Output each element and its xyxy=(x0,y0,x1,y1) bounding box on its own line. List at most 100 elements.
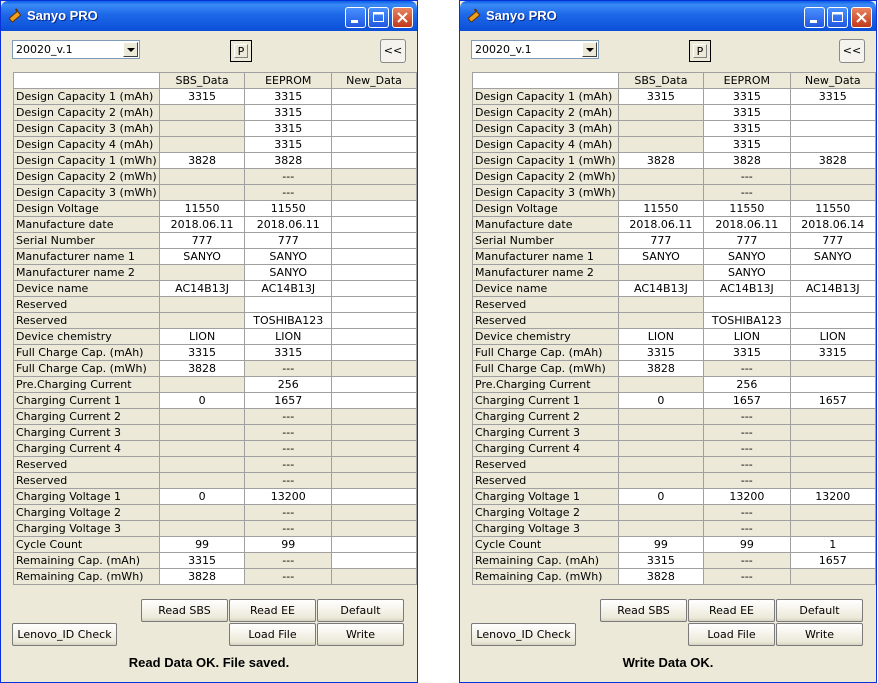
new-data-cell[interactable] xyxy=(789,120,876,137)
new-data-cell[interactable] xyxy=(789,264,876,281)
new-data-cell[interactable] xyxy=(331,440,417,457)
new-data-cell[interactable] xyxy=(789,520,876,537)
new-data-cell[interactable] xyxy=(331,392,417,409)
new-data-cell[interactable]: 13200 xyxy=(789,488,876,505)
new-data-cell[interactable] xyxy=(789,168,876,185)
sbs-cell: 2018.06.11 xyxy=(158,216,246,233)
new-data-cell[interactable] xyxy=(789,136,876,153)
new-data-cell[interactable] xyxy=(331,248,417,265)
new-data-cell[interactable] xyxy=(331,488,417,505)
row-label: Reserved xyxy=(472,296,619,313)
new-data-cell[interactable] xyxy=(331,376,417,393)
new-data-cell[interactable] xyxy=(331,88,417,105)
table-row: Design Capacity 3 (mAh) 3315 xyxy=(472,120,876,137)
lenovo-id-check-button[interactable]: Lenovo_ID Check xyxy=(471,623,576,646)
sbs-cell xyxy=(158,104,246,121)
version-select[interactable]: 20020_v.1 xyxy=(12,40,140,59)
close-button[interactable] xyxy=(392,7,413,28)
sbs-cell xyxy=(158,472,246,489)
new-data-cell[interactable] xyxy=(789,504,876,521)
new-data-cell[interactable] xyxy=(789,360,876,377)
default-button[interactable]: Default xyxy=(776,599,863,622)
new-data-cell[interactable] xyxy=(331,472,417,489)
new-data-cell[interactable] xyxy=(789,184,876,201)
new-data-cell[interactable] xyxy=(789,408,876,425)
column-header-new-data: New_Data xyxy=(789,72,876,89)
new-data-cell[interactable]: 1657 xyxy=(789,392,876,409)
write-button[interactable]: Write xyxy=(317,623,404,646)
new-data-cell[interactable] xyxy=(789,456,876,473)
new-data-cell[interactable]: 1 xyxy=(789,536,876,553)
new-data-cell[interactable] xyxy=(331,184,417,201)
maximize-button[interactable] xyxy=(368,7,389,28)
eeprom-cell: SANYO xyxy=(703,264,791,281)
new-data-cell[interactable]: 3315 xyxy=(789,88,876,105)
read-sbs-button[interactable]: Read SBS xyxy=(600,599,687,622)
sbs-cell xyxy=(617,408,705,425)
new-data-cell[interactable] xyxy=(789,312,876,329)
eeprom-cell: --- xyxy=(244,360,332,377)
new-data-cell[interactable]: 3315 xyxy=(789,344,876,361)
read-ee-button[interactable]: Read EE xyxy=(688,599,775,622)
new-data-cell[interactable] xyxy=(789,440,876,457)
new-data-cell[interactable] xyxy=(789,296,876,313)
new-data-cell[interactable] xyxy=(331,296,417,313)
lenovo-id-check-button[interactable]: Lenovo_ID Check xyxy=(12,623,117,646)
collapse-button[interactable]: << xyxy=(380,39,406,63)
version-select[interactable]: 20020_v.1 xyxy=(471,40,599,59)
new-data-cell[interactable] xyxy=(331,360,417,377)
read-ee-button[interactable]: Read EE xyxy=(229,599,316,622)
new-data-cell[interactable] xyxy=(331,456,417,473)
new-data-cell[interactable] xyxy=(331,536,417,553)
title-bar[interactable]: Sanyo PRO xyxy=(460,1,876,31)
new-data-cell[interactable] xyxy=(331,552,417,569)
new-data-cell[interactable] xyxy=(331,264,417,281)
maximize-button[interactable] xyxy=(827,7,848,28)
new-data-cell[interactable] xyxy=(331,168,417,185)
new-data-cell[interactable]: SANYO xyxy=(789,248,876,265)
p-button[interactable]: P xyxy=(689,40,711,62)
new-data-cell[interactable] xyxy=(331,520,417,537)
load-file-button[interactable]: Load File xyxy=(229,623,316,646)
new-data-cell[interactable] xyxy=(331,216,417,233)
new-data-cell[interactable]: LION xyxy=(789,328,876,345)
collapse-button[interactable]: << xyxy=(839,39,865,63)
minimize-button[interactable] xyxy=(804,7,825,28)
default-button[interactable]: Default xyxy=(317,599,404,622)
sbs-cell xyxy=(617,296,705,313)
write-button[interactable]: Write xyxy=(776,623,863,646)
new-data-cell[interactable] xyxy=(331,424,417,441)
new-data-cell[interactable]: 3828 xyxy=(789,152,876,169)
new-data-cell[interactable]: 1657 xyxy=(789,552,876,569)
new-data-cell[interactable] xyxy=(331,504,417,521)
new-data-cell[interactable] xyxy=(789,424,876,441)
new-data-cell[interactable] xyxy=(789,104,876,121)
new-data-cell[interactable]: AC14B13J xyxy=(789,280,876,297)
new-data-cell[interactable] xyxy=(331,232,417,249)
new-data-cell[interactable] xyxy=(331,408,417,425)
p-button[interactable]: P xyxy=(230,40,252,62)
new-data-cell[interactable] xyxy=(331,344,417,361)
new-data-cell[interactable] xyxy=(331,568,417,585)
new-data-cell[interactable] xyxy=(331,312,417,329)
new-data-cell[interactable] xyxy=(331,328,417,345)
minimize-button[interactable] xyxy=(345,7,366,28)
close-button[interactable] xyxy=(851,7,872,28)
new-data-cell[interactable] xyxy=(331,200,417,217)
chevron-down-icon[interactable] xyxy=(582,42,597,57)
new-data-cell[interactable] xyxy=(331,152,417,169)
read-sbs-button[interactable]: Read SBS xyxy=(141,599,228,622)
new-data-cell[interactable] xyxy=(789,376,876,393)
new-data-cell[interactable]: 777 xyxy=(789,232,876,249)
new-data-cell[interactable] xyxy=(331,104,417,121)
new-data-cell[interactable]: 2018.06.14 xyxy=(789,216,876,233)
new-data-cell[interactable] xyxy=(331,280,417,297)
new-data-cell[interactable] xyxy=(331,120,417,137)
load-file-button[interactable]: Load File xyxy=(688,623,775,646)
title-bar[interactable]: Sanyo PRO xyxy=(1,1,417,31)
new-data-cell[interactable] xyxy=(331,136,417,153)
new-data-cell[interactable] xyxy=(789,568,876,585)
chevron-down-icon[interactable] xyxy=(123,42,138,57)
new-data-cell[interactable] xyxy=(789,472,876,489)
new-data-cell[interactable]: 11550 xyxy=(789,200,876,217)
